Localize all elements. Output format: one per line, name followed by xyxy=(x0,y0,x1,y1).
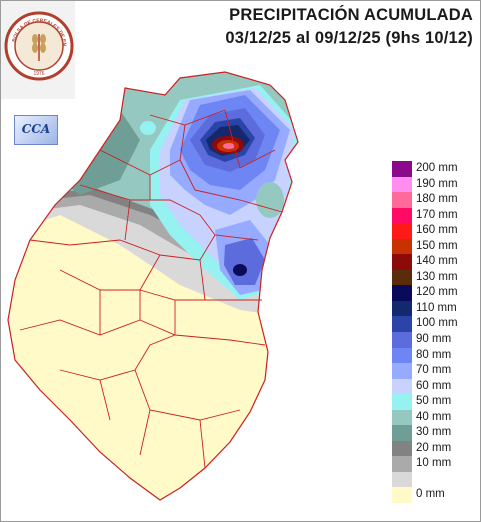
legend-label: 30 mm xyxy=(416,426,452,439)
legend-label: 120 mm xyxy=(416,286,458,299)
legend-swatch xyxy=(392,176,412,193)
legend-item: 160 mm xyxy=(392,223,480,239)
pocket-northwest xyxy=(140,121,156,135)
legend-item: 100 mm xyxy=(392,316,480,333)
legend-swatch xyxy=(392,471,412,488)
pocket-east xyxy=(256,182,284,218)
legend-label: 180 mm xyxy=(416,193,458,206)
legend-item: 20 mm xyxy=(392,440,480,457)
legend-swatch xyxy=(392,487,412,504)
logo-year: 1976 xyxy=(33,71,44,77)
legend-item: 0 mm xyxy=(392,487,480,504)
legend-swatch xyxy=(392,300,412,317)
legend-item: 150 mm xyxy=(392,238,480,255)
legend-label: 100 mm xyxy=(416,317,458,330)
legend-swatch xyxy=(392,269,412,286)
legend-item: 70 mm xyxy=(392,363,480,379)
logo-panel: BOLSA DE CEREALES DE ENTRE RIOS 1976 xyxy=(0,0,75,99)
legend-item: 130 mm xyxy=(392,269,480,286)
legend-label: 0 mm xyxy=(416,488,445,501)
legend-item: 50 mm xyxy=(392,394,480,410)
legend-swatch xyxy=(392,192,412,208)
cca-badge-text: CCA xyxy=(21,122,51,136)
legend-swatch xyxy=(392,161,412,177)
core-180mm xyxy=(223,143,235,149)
legend-item: 140 mm xyxy=(392,254,480,270)
legend-item: 80 mm xyxy=(392,347,480,364)
legend-item: 200 mm xyxy=(392,161,480,177)
legend-swatch xyxy=(392,207,412,224)
legend-item: 190 mm xyxy=(392,176,480,193)
legend-swatch xyxy=(392,254,412,270)
legend-item: 40 mm xyxy=(392,409,480,426)
legend-item: 170 mm xyxy=(392,207,480,224)
department-borders xyxy=(19,109,283,469)
legend-item xyxy=(392,471,480,488)
title-line-1: PRECIPITACIÓN ACUMULADA xyxy=(229,6,473,24)
legend-label: 110 mm xyxy=(416,301,457,314)
legend-label: 20 mm xyxy=(416,441,452,454)
precipitation-legend: 200 mm 190 mm 180 mm 170 mm 160 mm 150 mm 140 … xyxy=(392,161,480,504)
legend-swatch xyxy=(392,409,412,426)
legend-item: 30 mm xyxy=(392,425,480,441)
legend-label: 10 mm xyxy=(416,457,452,470)
map-title: PRECIPITACIÓN ACUMULADA 03/12/25 al 09/1… xyxy=(225,4,473,50)
legend-label: 160 mm xyxy=(416,224,458,237)
title-line-2: 03/12/25 al 09/12/25 (9hs 10/12) xyxy=(225,29,473,47)
legend-swatch xyxy=(392,378,412,395)
legend-swatch xyxy=(392,363,412,379)
legend-swatch xyxy=(392,238,412,255)
legend-item: 120 mm xyxy=(392,285,480,301)
legend-label: 80 mm xyxy=(416,348,452,361)
bolsa-cereales-logo: BOLSA DE CEREALES DE ENTRE RIOS 1976 xyxy=(0,0,74,81)
legend-label: 190 mm xyxy=(416,177,458,190)
legend-swatch xyxy=(392,347,412,364)
legend-label: 130 mm xyxy=(416,270,458,283)
core-south-120mm xyxy=(233,264,247,276)
legend-label: 150 mm xyxy=(416,239,458,252)
legend-swatch xyxy=(392,223,412,239)
legend-label: 60 mm xyxy=(416,379,452,392)
legend-label: 140 mm xyxy=(416,255,458,268)
legend-swatch xyxy=(392,456,412,472)
legend-label: 40 mm xyxy=(416,410,452,423)
legend-swatch xyxy=(392,332,412,348)
legend-swatch xyxy=(392,440,412,457)
legend-item: 60 mm xyxy=(392,378,480,395)
legend-label: 70 mm xyxy=(416,364,452,377)
legend-label: 90 mm xyxy=(416,333,452,346)
legend-label: 50 mm xyxy=(416,395,452,408)
legend-swatch xyxy=(392,394,412,410)
legend-item: 180 mm xyxy=(392,192,480,208)
legend-item: 10 mm xyxy=(392,456,480,472)
legend-swatch xyxy=(392,425,412,441)
legend-item: 90 mm xyxy=(392,332,480,348)
legend-item: 110 mm xyxy=(392,300,480,317)
legend-swatch xyxy=(392,285,412,301)
legend-label: 200 mm xyxy=(416,162,458,174)
cca-badge: CCA xyxy=(14,115,58,145)
legend-label: 170 mm xyxy=(416,208,458,221)
legend-swatch xyxy=(392,316,412,333)
